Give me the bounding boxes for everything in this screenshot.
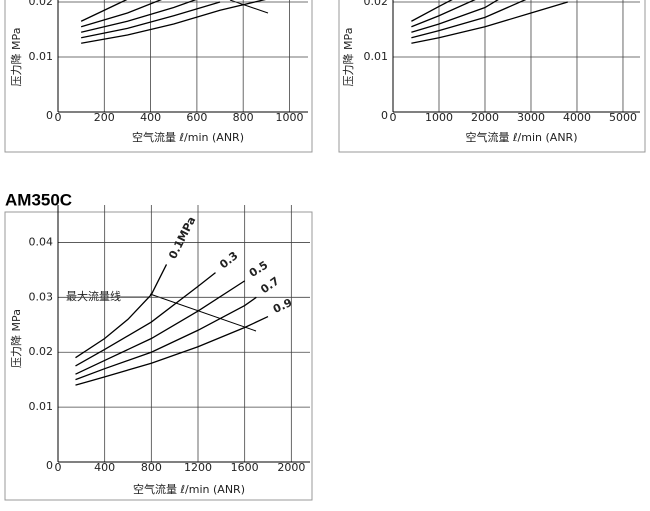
y-tick-label: 0.01 — [29, 50, 54, 63]
x-tick-label: 4000 — [563, 111, 591, 124]
y-tick-label: 0.02 — [364, 0, 389, 8]
x-axis-label: 空气流量 ℓ/min (ANR) — [466, 130, 578, 144]
chart-frame — [4, 211, 313, 501]
x-axis-label: 空气流量 ℓ/min (ANR) — [133, 482, 245, 496]
x-tick-label: 200 — [94, 111, 115, 124]
y-axis-label: 压力降 MPa — [9, 309, 23, 368]
x-tick-label: 1600 — [231, 461, 259, 474]
data-line — [75, 296, 257, 381]
chart-frame — [4, 0, 313, 153]
x-tick-label: 800 — [141, 461, 162, 474]
data-line — [80, 0, 197, 33]
x-tick-label: 3000 — [517, 111, 545, 124]
x-tick-label: 1200 — [184, 461, 212, 474]
y-tick-label: 0.02 — [29, 0, 54, 8]
data-line — [81, 0, 266, 44]
x-tick-label: 1000 — [425, 111, 453, 124]
y-tick-label: 0.01 — [364, 50, 389, 63]
chart-title: AM350C — [5, 190, 72, 209]
y-tick-label: 0 — [381, 109, 388, 122]
data-line — [411, 1, 568, 44]
data-line — [411, 0, 476, 28]
data-line — [80, 0, 163, 28]
y-tick-label: 0.01 — [29, 400, 54, 413]
x-tick-label: 2000 — [277, 461, 305, 474]
y-tick-label: 0.04 — [29, 235, 54, 248]
data-line — [411, 0, 527, 39]
x-tick-label: 400 — [94, 461, 115, 474]
x-axis-label: 空气流量 ℓ/min (ANR) — [132, 130, 244, 144]
data-line — [80, 0, 128, 22]
max-flow-line — [149, 293, 257, 332]
data-line — [75, 315, 269, 386]
x-tick-label: 1000 — [275, 111, 303, 124]
x-tick-label: 0 — [55, 111, 62, 124]
y-tick-label: 0.02 — [29, 345, 54, 358]
x-tick-label: 400 — [140, 111, 161, 124]
x-tick-label: 800 — [233, 111, 254, 124]
y-axis-label: 压力降 MPa — [341, 28, 355, 87]
data-line — [411, 0, 499, 33]
x-tick-label: 600 — [186, 111, 207, 124]
x-tick-label: 0 — [390, 111, 397, 124]
chart-frame — [338, 0, 646, 153]
data-line — [75, 280, 246, 375]
x-tick-label: 2000 — [471, 111, 499, 124]
y-tick-label: 0 — [46, 109, 53, 122]
x-tick-label: 5000 — [609, 111, 637, 124]
data-line — [75, 272, 216, 367]
y-tick-label: 0 — [46, 459, 53, 472]
x-tick-label: 0 — [55, 461, 62, 474]
y-tick-label: 0.03 — [29, 290, 54, 303]
data-line — [75, 264, 168, 359]
data-line — [411, 0, 453, 22]
y-axis-label: 压力降 MPa — [9, 28, 23, 87]
data-line — [81, 1, 221, 39]
annotation: 最大流量线 — [66, 289, 121, 303]
